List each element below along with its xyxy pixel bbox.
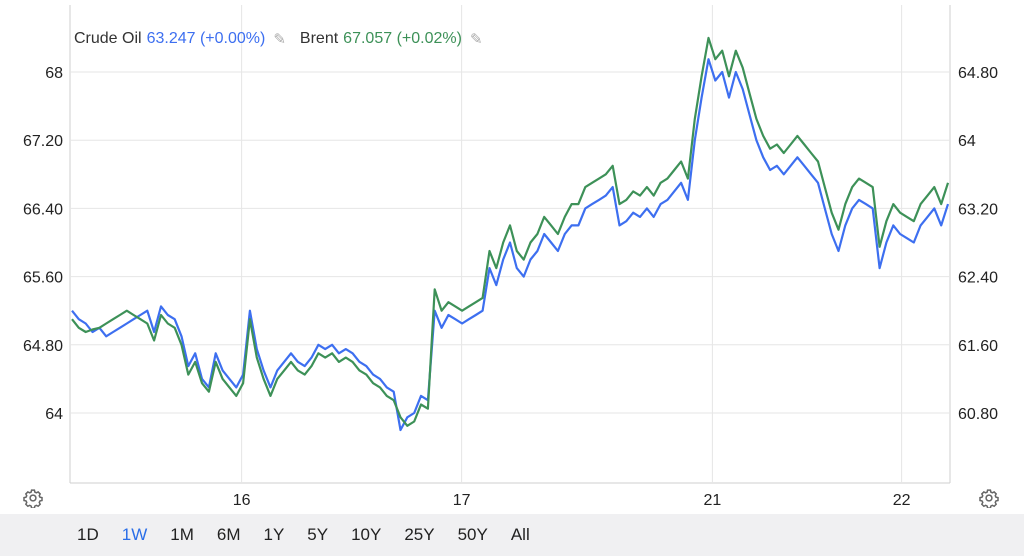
price-chart: 68 64.80 67.20 64 66.40 63.20 65.60 62.40 64.80 6… (23, 5, 998, 509)
x-axis-tick: 22 (893, 492, 911, 509)
left-axis-tick: 64.80 (23, 338, 63, 355)
range-button-5y[interactable]: 5Y (307, 525, 329, 544)
legend-name-brent: Brent (299, 30, 339, 47)
range-button-25y[interactable]: 25Y (404, 525, 435, 544)
range-button-10y[interactable]: 10Y (351, 525, 382, 544)
left-axis-tick: 64 (45, 406, 63, 423)
legend-change-crude-oil: (+0.00%) (199, 30, 266, 47)
series-line-brent (71, 36, 950, 427)
chart-series (71, 36, 950, 432)
range-button-1y[interactable]: 1Y (263, 525, 285, 544)
range-selector: 1D 1W 1M 6M 1Y 5Y 10Y 25Y 50Y All (0, 514, 1024, 556)
range-button-6m[interactable]: 6M (216, 525, 241, 544)
x-axis-tick: 17 (453, 492, 471, 509)
range-button-1m[interactable]: 1M (170, 525, 194, 544)
chart-axes: 68 64.80 67.20 64 66.40 63.20 65.60 62.40 64.80 6… (23, 65, 998, 509)
right-axis-tick: 61.60 (958, 338, 998, 355)
legend-value-brent: 67.057 (+0.02%) (343, 30, 462, 48)
legend-price-crude-oil: 63.247 (146, 30, 196, 47)
range-button-1w[interactable]: 1W (121, 525, 148, 544)
chart-legend: Crude Oil 63.247 (+0.00%) ✎ Brent 67.057… (74, 30, 497, 48)
chart-grid (69, 5, 951, 484)
pencil-icon[interactable]: ✎ (273, 31, 286, 48)
gear-icon-left[interactable] (23, 488, 43, 508)
range-button-all[interactable]: All (510, 525, 530, 544)
legend-value-crude-oil: 63.247 (+0.00%) (147, 30, 266, 48)
legend-change-brent: (+0.02%) (396, 30, 462, 47)
right-axis-tick: 60.80 (958, 406, 998, 423)
range-button-50y[interactable]: 50Y (457, 525, 488, 544)
range-button-1d[interactable]: 1D (77, 525, 99, 544)
x-axis-tick: 21 (704, 492, 722, 509)
gear-icon-right[interactable] (979, 488, 999, 508)
right-axis-tick: 64.80 (958, 65, 998, 82)
left-axis-tick: 66.40 (23, 201, 63, 218)
x-axis-tick: 16 (233, 492, 251, 509)
right-axis-tick: 63.20 (958, 201, 998, 218)
left-axis-tick: 65.60 (23, 270, 63, 287)
series-line-crude-oil (71, 58, 950, 432)
left-axis-tick: 67.20 (23, 133, 63, 150)
legend-name-crude-oil: Crude Oil (74, 30, 142, 47)
right-axis-tick: 62.40 (958, 270, 998, 287)
pencil-icon[interactable]: ✎ (469, 31, 483, 48)
right-axis-tick: 64 (958, 133, 976, 150)
left-axis-tick: 68 (45, 65, 63, 82)
legend-price-brent: 67.057 (343, 30, 393, 47)
